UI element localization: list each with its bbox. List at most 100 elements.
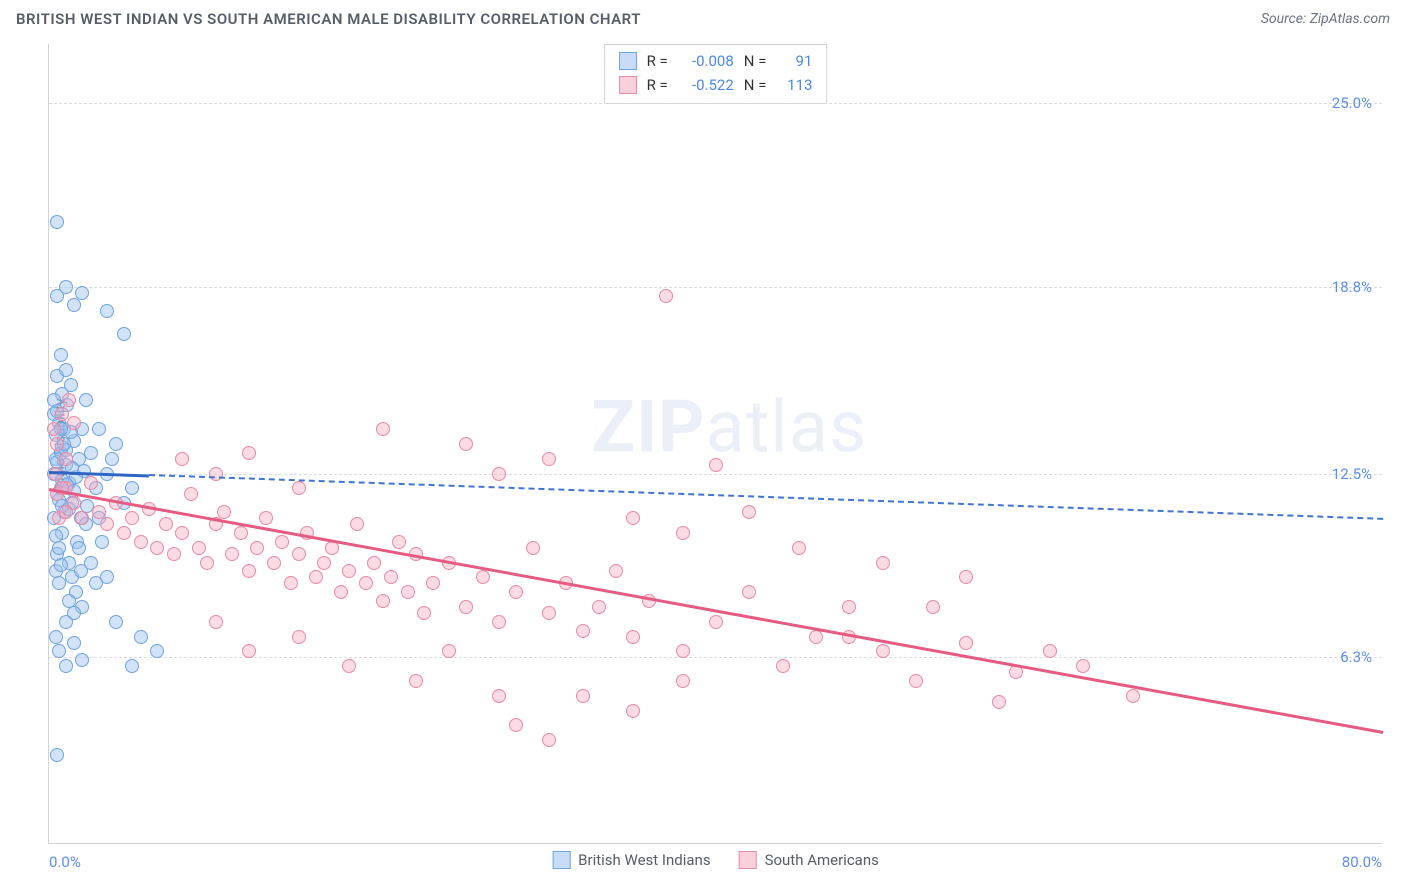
point-sa — [459, 600, 473, 614]
point-bwi — [67, 636, 81, 650]
point-sa — [350, 517, 364, 531]
point-sa — [242, 446, 256, 460]
stats-legend-box: R = -0.008 N = 91 R = -0.522 N = 113 — [604, 44, 828, 104]
point-sa — [509, 718, 523, 732]
x-tick-label: 80.0% — [1342, 853, 1382, 871]
trendline-bwi-dashed — [149, 474, 1383, 520]
point-sa — [234, 526, 248, 540]
point-bwi — [72, 541, 86, 555]
point-sa — [842, 600, 856, 614]
gridline — [49, 103, 1382, 104]
point-sa — [217, 505, 231, 519]
point-sa — [376, 594, 390, 608]
point-sa — [150, 541, 164, 555]
swatch-sa — [619, 76, 637, 94]
point-sa — [509, 585, 523, 599]
point-sa — [959, 570, 973, 584]
point-sa — [267, 556, 281, 570]
swatch-sa-legend — [739, 851, 757, 869]
point-bwi — [109, 615, 123, 629]
trendline-sa — [49, 488, 1384, 734]
point-sa — [542, 733, 556, 747]
point-bwi — [67, 606, 81, 620]
point-sa — [626, 511, 640, 525]
point-sa — [676, 644, 690, 658]
point-sa — [47, 422, 61, 436]
point-sa — [342, 659, 356, 673]
point-bwi — [150, 644, 164, 658]
point-sa — [292, 630, 306, 644]
point-sa — [242, 564, 256, 578]
point-sa — [426, 576, 440, 590]
point-sa — [542, 606, 556, 620]
point-bwi — [134, 630, 148, 644]
point-sa — [75, 511, 89, 525]
point-sa — [459, 437, 473, 451]
gridline — [49, 474, 1382, 475]
point-sa — [292, 481, 306, 495]
point-sa — [476, 570, 490, 584]
y-tick-label: 25.0% — [1332, 94, 1372, 112]
point-bwi — [125, 659, 139, 673]
stats-row-sa: R = -0.522 N = 113 — [619, 73, 813, 97]
point-sa — [776, 659, 790, 673]
point-bwi — [49, 630, 63, 644]
stats-row-bwi: R = -0.008 N = 91 — [619, 49, 813, 73]
point-bwi — [75, 653, 89, 667]
point-bwi — [50, 215, 64, 229]
point-sa — [409, 674, 423, 688]
point-bwi — [59, 363, 73, 377]
point-sa — [592, 600, 606, 614]
point-sa — [542, 452, 556, 466]
point-sa — [275, 535, 289, 549]
point-sa — [376, 422, 390, 436]
point-sa — [492, 689, 506, 703]
point-bwi — [79, 393, 93, 407]
point-sa — [225, 547, 239, 561]
point-sa — [117, 526, 131, 540]
point-sa — [576, 689, 590, 703]
swatch-bwi — [619, 52, 637, 70]
point-sa — [1126, 689, 1140, 703]
point-sa — [792, 541, 806, 555]
point-sa — [709, 458, 723, 472]
point-bwi — [84, 446, 98, 460]
y-tick-label: 18.8% — [1332, 278, 1372, 296]
point-sa — [659, 289, 673, 303]
point-bwi — [105, 452, 119, 466]
point-sa — [626, 630, 640, 644]
point-sa — [67, 416, 81, 430]
point-sa — [526, 541, 540, 555]
point-sa — [417, 606, 431, 620]
gridline — [49, 287, 1382, 288]
point-sa — [100, 517, 114, 531]
point-sa — [292, 547, 306, 561]
point-sa — [62, 393, 76, 407]
point-sa — [876, 556, 890, 570]
point-sa — [492, 615, 506, 629]
point-sa — [125, 511, 139, 525]
point-bwi — [59, 659, 73, 673]
point-sa — [626, 704, 640, 718]
point-sa — [384, 570, 398, 584]
point-sa — [309, 570, 323, 584]
point-bwi — [92, 422, 106, 436]
point-sa — [676, 674, 690, 688]
y-tick-label: 12.5% — [1332, 465, 1372, 483]
point-sa — [742, 505, 756, 519]
point-bwi — [59, 280, 73, 294]
point-bwi — [67, 298, 81, 312]
series-legend: British West Indians South Americans — [552, 845, 879, 869]
source-attribution: Source: ZipAtlas.com — [1261, 11, 1390, 27]
point-sa — [401, 585, 415, 599]
point-sa — [1043, 644, 1057, 658]
point-bwi — [95, 535, 109, 549]
point-bwi — [100, 304, 114, 318]
point-sa — [175, 526, 189, 540]
point-bwi — [54, 348, 68, 362]
point-sa — [284, 576, 298, 590]
point-sa — [909, 674, 923, 688]
point-sa — [59, 452, 73, 466]
point-sa — [959, 636, 973, 650]
point-sa — [209, 615, 223, 629]
